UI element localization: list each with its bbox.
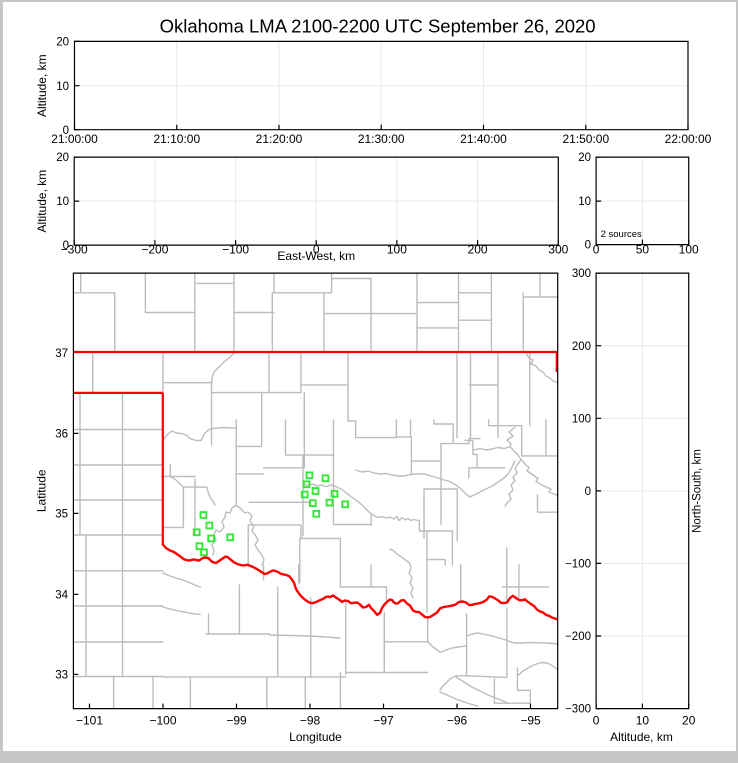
svg-text:Altitude, km: Altitude, km (610, 730, 673, 744)
svg-text:100: 100 (572, 413, 591, 425)
svg-text:2 sources: 2 sources (601, 229, 642, 240)
svg-text:North-South, km: North-South, km (692, 449, 704, 533)
svg-text:10: 10 (56, 196, 69, 208)
svg-text:0: 0 (63, 240, 69, 252)
svg-text:22:00:00: 22:00:00 (665, 132, 712, 146)
svg-text:100: 100 (679, 243, 699, 257)
svg-text:200: 200 (572, 341, 591, 353)
svg-text:−96: −96 (447, 714, 468, 728)
svg-text:−300: −300 (61, 243, 88, 257)
svg-text:0: 0 (593, 243, 600, 257)
svg-text:20: 20 (56, 152, 69, 164)
svg-text:−101: −101 (76, 714, 103, 728)
svg-text:37: 37 (55, 348, 68, 360)
svg-text:East-West, km: East-West, km (277, 249, 355, 263)
svg-text:21:50:00: 21:50:00 (562, 132, 609, 146)
svg-text:0: 0 (63, 125, 69, 137)
svg-text:0: 0 (313, 243, 320, 257)
svg-text:Longitude: Longitude (289, 730, 342, 744)
svg-text:−200: −200 (565, 631, 591, 643)
svg-text:21:20:00: 21:20:00 (256, 132, 303, 146)
svg-text:20: 20 (56, 37, 69, 49)
svg-text:34: 34 (55, 590, 68, 602)
svg-text:50: 50 (636, 243, 650, 257)
svg-text:200: 200 (468, 243, 488, 257)
svg-text:21:10:00: 21:10:00 (153, 132, 200, 146)
svg-text:−100: −100 (565, 559, 591, 571)
svg-text:300: 300 (572, 268, 591, 280)
svg-text:0: 0 (585, 486, 591, 498)
svg-text:20: 20 (682, 714, 696, 728)
svg-text:Latitude: Latitude (35, 469, 49, 512)
svg-text:−98: −98 (300, 714, 321, 728)
svg-text:−95: −95 (520, 714, 541, 728)
svg-text:Altitude, km: Altitude, km (35, 170, 49, 233)
svg-text:300: 300 (548, 243, 568, 257)
svg-text:36: 36 (55, 429, 68, 441)
svg-text:−99: −99 (226, 714, 247, 728)
svg-text:21:30:00: 21:30:00 (358, 132, 405, 146)
svg-text:10: 10 (636, 714, 650, 728)
svg-text:0: 0 (585, 240, 591, 252)
svg-text:10: 10 (578, 196, 591, 208)
svg-text:21:40:00: 21:40:00 (460, 132, 507, 146)
svg-text:−100: −100 (149, 714, 176, 728)
svg-text:Oklahoma LMA 2100-2200 UTC Sep: Oklahoma LMA 2100-2200 UTC September 26,… (160, 16, 596, 37)
svg-text:−97: −97 (373, 714, 394, 728)
svg-text:−200: −200 (141, 243, 168, 257)
svg-text:33: 33 (55, 669, 68, 681)
svg-text:20: 20 (578, 152, 591, 164)
svg-text:21:00:00: 21:00:00 (51, 132, 98, 146)
svg-text:−100: −100 (222, 243, 249, 257)
svg-text:10: 10 (56, 81, 69, 93)
svg-text:35: 35 (55, 509, 68, 521)
svg-text:−300: −300 (565, 704, 591, 716)
svg-text:100: 100 (387, 243, 407, 257)
svg-text:Altitude, km: Altitude, km (35, 54, 49, 117)
svg-text:0: 0 (593, 714, 600, 728)
